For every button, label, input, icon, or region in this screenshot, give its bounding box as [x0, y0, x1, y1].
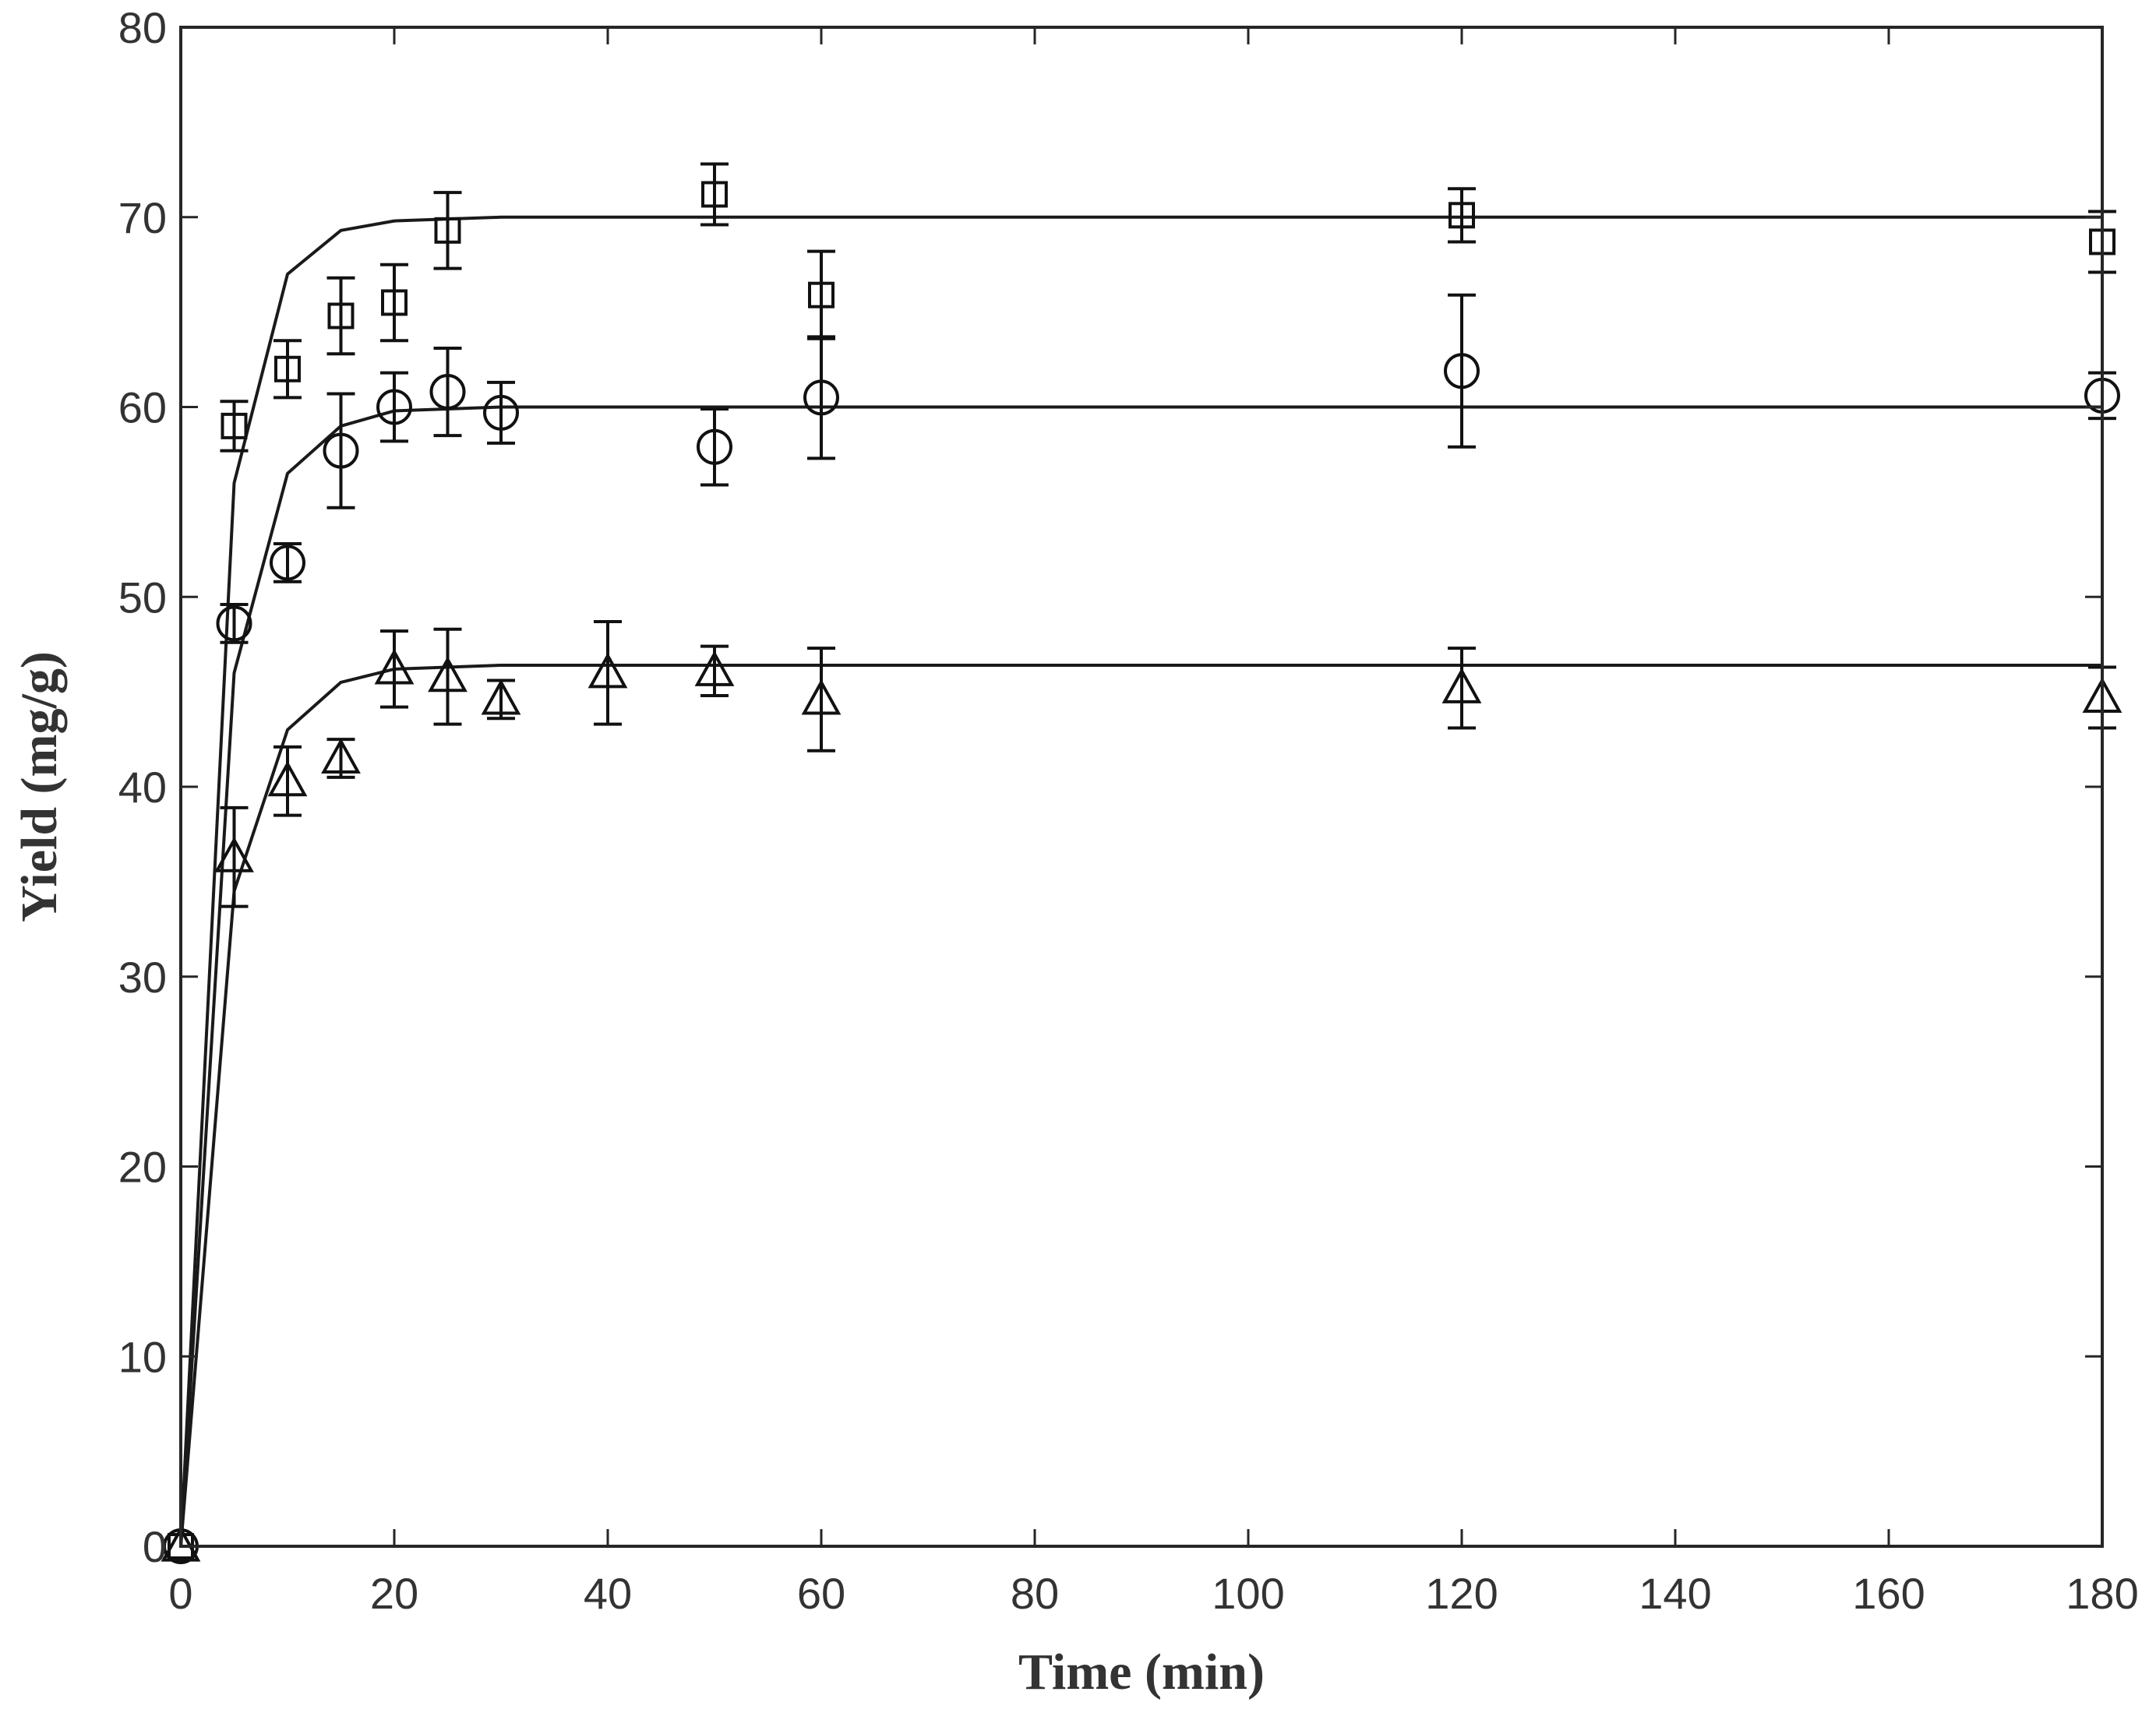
x-tick-label: 160 [1852, 1569, 1925, 1618]
triangle-marker [161, 1525, 201, 1562]
y-axis-title: Yield (mg/g) [11, 651, 68, 922]
x-tick-label: 140 [1639, 1569, 1711, 1618]
x-tick-label: 40 [584, 1569, 632, 1618]
square-marker [274, 355, 301, 382]
triangle-marker [214, 837, 254, 872]
y-tick-label: 0 [143, 1522, 167, 1571]
circle-marker [216, 605, 252, 642]
y-tick-label: 40 [118, 763, 167, 812]
y-tick-label: 10 [118, 1332, 167, 1381]
circle-marker [429, 374, 466, 410]
circle-marker [803, 379, 839, 416]
y-tick-label: 20 [118, 1143, 167, 1192]
square-marker [327, 302, 355, 330]
x-axis-title: Time (min) [1018, 1644, 1265, 1701]
x-tick-label: 0 [168, 1569, 192, 1618]
triangle-marker [801, 678, 842, 715]
x-tick-label: 80 [1011, 1569, 1059, 1618]
x-tick-label: 180 [2066, 1569, 2138, 1618]
triangle-marker [588, 652, 628, 689]
x-tick-label: 60 [797, 1569, 845, 1618]
plot-frame [179, 26, 2104, 1548]
y-tick-labels: 0 10 20 30 40 50 60 70 80 [118, 3, 167, 1571]
square-marker [808, 281, 835, 308]
circle-marker [1444, 353, 1480, 389]
x-tick-label: 20 [370, 1569, 418, 1618]
triangle-marker [321, 738, 361, 774]
square-marker [701, 181, 728, 208]
circle-marker [376, 389, 412, 425]
triangle-marker [694, 650, 735, 686]
square-marker [434, 217, 461, 244]
triangle-marker [428, 656, 468, 693]
circle-marker [323, 432, 359, 469]
y-tick-label: 70 [118, 193, 167, 242]
y-tick-label: 30 [118, 953, 167, 1002]
square-marker [381, 289, 408, 316]
square-marker [221, 412, 248, 439]
y-tick-label: 80 [118, 3, 167, 52]
circle-marker [270, 545, 305, 581]
x-tick-label: 100 [1212, 1569, 1284, 1618]
circle-marker [697, 428, 732, 465]
triangle-marker [267, 760, 308, 797]
triangle-marker [1441, 668, 1482, 703]
triangle-marker [374, 648, 415, 685]
x-tick-label: 120 [1425, 1569, 1498, 1618]
square-marker [1449, 202, 1475, 229]
y-tick-label: 60 [118, 383, 167, 432]
x-tick-labels: 0 20 40 60 80 100 120 140 160 180 [168, 1569, 2138, 1618]
error-bars [220, 162, 2116, 908]
square-fit-line [179, 215, 2102, 1547]
circle-marker [483, 394, 519, 431]
y-tick-label: 50 [118, 573, 167, 622]
triangle-marker [481, 678, 521, 715]
